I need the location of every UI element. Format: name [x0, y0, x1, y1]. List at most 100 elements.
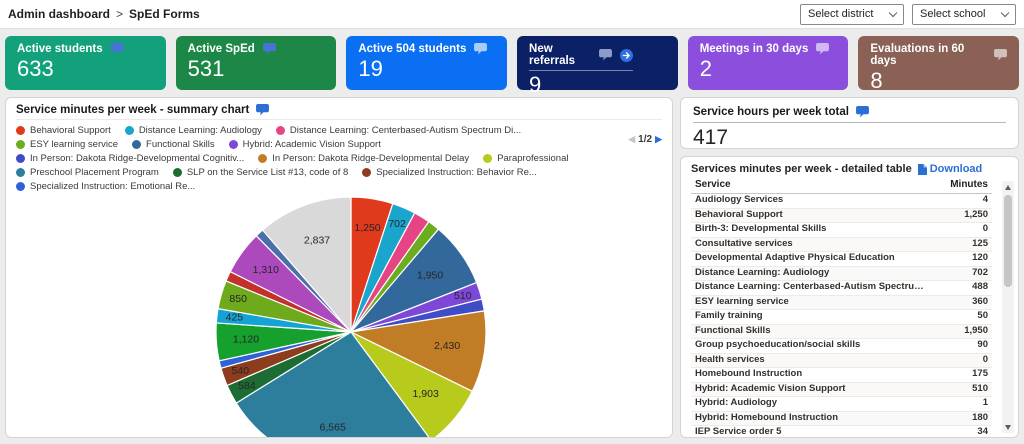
legend-color-dot	[172, 168, 182, 177]
legend-item-hybrid-academic-vision-support[interactable]: Hybrid: Academic Vision Support	[228, 138, 381, 151]
table-row: ESY learning service 360	[691, 295, 992, 310]
table-row: Homebound Instruction 175	[691, 367, 992, 383]
stat-card-active-504-students[interactable]: Active 504 students 19	[346, 36, 508, 90]
minutes-cell: 175	[934, 367, 992, 383]
legend-color-dot	[132, 140, 142, 149]
card-value: 531	[187, 56, 225, 81]
comment-icon[interactable]	[256, 104, 270, 116]
chart-panel: Service minutes per week - summary chart…	[5, 97, 673, 438]
breadcrumb-admin-dashboard[interactable]: Admin dashboard	[8, 7, 111, 21]
pie-chart[interactable]: 1,250 702 1,950 510 2,430 1,903 6,565 584 540 1,1…	[16, 195, 662, 438]
service-cell: Distance Learning: Audiology	[691, 266, 934, 281]
service-cell: Group psychoeducation/social skills	[691, 338, 934, 354]
breadcrumb-sped-forms[interactable]: SpEd Forms	[129, 7, 200, 21]
legend-label: Distance Learning: Audiology	[138, 125, 262, 136]
pie-slice-paraprofessional[interactable]	[350, 331, 473, 438]
open-arrow-icon[interactable]	[619, 48, 633, 62]
school-select[interactable]: Select school	[912, 3, 1016, 25]
table-scrollbar[interactable]	[1002, 181, 1014, 433]
comment-icon[interactable]	[110, 43, 124, 55]
legend-item-behavioral-support[interactable]: Behavioral Support	[16, 124, 111, 137]
legend-item-distance-learning-audiology[interactable]: Distance Learning: Audiology	[124, 124, 262, 137]
service-cell: Distance Learning: Centerbased-Autism Sp…	[691, 280, 934, 296]
table-row: Developmental Adaptive Physical Educatio…	[691, 251, 992, 267]
pie-slice[interactable]	[261, 196, 352, 333]
minutes-cell: 4	[934, 193, 992, 209]
legend-label: Specialized Instruction: Emotional Re...	[30, 181, 196, 192]
card-value: 8	[870, 68, 883, 93]
service-cell: Hybrid: Audiology	[691, 396, 934, 412]
stat-card-meetings-in-30-days[interactable]: Meetings in 30 days 2	[687, 36, 849, 90]
stat-card-active-students[interactable]: Active students 633	[5, 36, 166, 90]
service-cell: Hybrid: Academic Vision Support	[691, 382, 934, 397]
comment-icon[interactable]	[598, 49, 612, 61]
pie-slice-label: 1,250	[354, 222, 380, 234]
service-cell: Audiology Services	[691, 193, 934, 209]
comment-icon[interactable]	[816, 43, 830, 55]
breadcrumb: Admin dashboard > SpEd Forms	[8, 7, 200, 21]
table-title: Services minutes per week - detailed tab…	[691, 163, 912, 175]
scroll-up-icon[interactable]	[1002, 181, 1014, 193]
legend-item-paraprofessional[interactable]: Paraprofessional	[483, 152, 568, 165]
legend-color-dot	[362, 168, 372, 177]
minutes-cell: 1	[934, 396, 992, 412]
comment-icon[interactable]	[855, 106, 869, 118]
pie-slice-label: 1,310	[253, 264, 279, 276]
card-label: Evaluations in 60 days	[870, 43, 965, 67]
stat-card-evaluations-in-60-days[interactable]: Evaluations in 60 days 8	[858, 36, 1020, 93]
legend-item-preschool-placement-program[interactable]: Preschool Placement Program	[16, 166, 159, 179]
legend-item-in-person-dakota-ridge-developmental-delay[interactable]: In Person: Dakota Ridge-Developmental De…	[258, 152, 469, 165]
service-cell: ESY learning service	[691, 295, 934, 310]
legend-item-distance-learning-centerbased-autism-spectrum-di[interactable]: Distance Learning: Centerbased-Autism Sp…	[275, 124, 521, 137]
table-row: Functional Skills 1,950	[691, 324, 992, 339]
legend-item-functional-skills[interactable]: Functional Skills	[132, 138, 215, 151]
pie-slice-preschool-placement-program[interactable]	[235, 331, 431, 438]
chart-legend: Behavioral Support Distance Learning: Aud…	[16, 120, 610, 195]
minutes-cell: 180	[934, 411, 992, 426]
legend-label: Functional Skills	[146, 139, 215, 150]
minutes-cell: 0	[934, 222, 992, 238]
card-label: New referrals	[529, 43, 576, 67]
stat-card-new-referrals[interactable]: New referrals 9	[517, 36, 678, 97]
legend-item-in-person-dakota-ridge-developmental-cognitiv[interactable]: In Person: Dakota Ridge-Developmental Co…	[16, 152, 244, 165]
column-header-service[interactable]: Service	[691, 177, 934, 194]
legend-label: Behavioral Support	[30, 125, 111, 136]
scroll-down-icon[interactable]	[1002, 421, 1014, 433]
card-label: Active 504 students	[358, 43, 467, 55]
scrollbar-thumb[interactable]	[1004, 195, 1012, 287]
filter-selects: Select district Select school	[800, 3, 1016, 25]
legend-item-specialized-instruction-emotional-re[interactable]: Specialized Instruction: Emotional Re...	[16, 180, 195, 193]
service-cell: Developmental Adaptive Physical Educatio…	[691, 251, 934, 267]
right-column: Service hours per week total 417 Service…	[680, 97, 1019, 438]
legend-color-dot	[124, 126, 134, 135]
pagination-next-icon[interactable]: ▶	[655, 134, 662, 144]
table-title-row: Services minutes per week - detailed tab…	[691, 163, 1008, 175]
legend-item-slp-on-the-service-list-13-code-of-8[interactable]: SLP on the Service List #13, code of 8	[172, 166, 349, 179]
topbar: Admin dashboard > SpEd Forms Select dist…	[0, 0, 1024, 29]
pie-slice-label: 2,837	[304, 235, 330, 247]
legend-label: SLP on the Service List #13, code of 8	[186, 167, 349, 178]
legend-label: ESY learning service	[30, 139, 119, 150]
comment-icon[interactable]	[262, 43, 276, 55]
pagination-prev-icon[interactable]: ◀	[628, 134, 636, 144]
card-value: 19	[358, 56, 383, 81]
legend-item-esy-learning-service[interactable]: ESY learning service	[16, 138, 118, 151]
legend-color-dot	[16, 140, 25, 149]
comment-icon[interactable]	[474, 43, 488, 55]
legend-item-specialized-instruction-behavior-re[interactable]: Specialized Instruction: Behavior Re...	[362, 166, 537, 179]
pie-slice-in-person-dakota-ridge-developmental-delay[interactable]	[350, 310, 487, 392]
table-row: Hybrid: Audiology 1	[691, 396, 992, 412]
service-cell: Functional Skills	[691, 324, 934, 339]
card-title-row: Active 504 students	[358, 43, 495, 55]
column-header-minutes[interactable]: Minutes	[934, 177, 992, 194]
stat-card-active-sped[interactable]: Active SpEd 531	[175, 36, 337, 90]
legend-color-dot	[16, 154, 25, 163]
minutes-cell: 125	[934, 237, 992, 252]
download-link[interactable]: Download	[917, 163, 982, 175]
comment-icon[interactable]	[994, 49, 1007, 61]
legend-label: Hybrid: Academic Vision Support	[242, 139, 381, 150]
legend-pagination: ◀ 1/2 ▶	[628, 134, 662, 145]
card-value: 633	[17, 56, 54, 81]
dashboard-main: Active students 633 Active SpEd 531 Active 5…	[0, 29, 1024, 438]
district-select[interactable]: Select district	[800, 3, 904, 25]
